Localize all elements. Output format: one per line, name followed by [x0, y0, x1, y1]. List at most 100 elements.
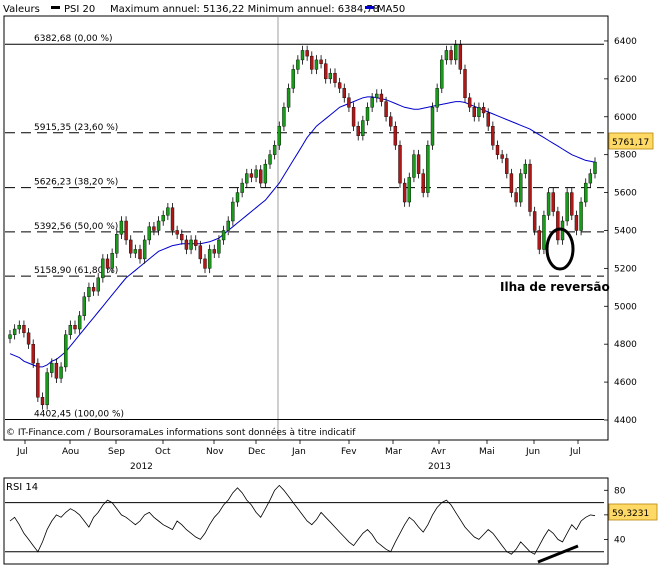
candle-body [556, 211, 560, 241]
candle-body [198, 245, 203, 260]
candle-body [77, 315, 82, 330]
candle-body [440, 59, 444, 89]
candle-body [249, 173, 254, 178]
candle-body [68, 325, 73, 335]
rsi-last-value-tag [608, 503, 658, 521]
candle-body [310, 55, 314, 70]
x-month-label: Mai [479, 447, 495, 457]
x-month-label: Aou [62, 447, 79, 457]
candle-body [22, 325, 26, 334]
candle-body [203, 258, 207, 269]
candle-body [472, 107, 476, 117]
candle-body [105, 258, 110, 269]
candle-body [110, 253, 114, 269]
candle-body [31, 343, 35, 364]
candle-body [528, 163, 532, 212]
candle-body [370, 97, 374, 108]
candle-body [59, 366, 63, 379]
candle-body [64, 334, 68, 368]
legend-ma50: MA50 [377, 4, 405, 15]
legend-ma50-swatch [365, 6, 374, 9]
candle-body [574, 215, 579, 231]
rsi-title: RSI 14 [6, 482, 38, 493]
y-tick-label: 5000 [614, 302, 637, 312]
candle-body [305, 50, 309, 57]
candle-body [142, 239, 147, 260]
candle-body [235, 192, 240, 203]
candlesticks [8, 40, 597, 410]
candle-body [221, 230, 226, 241]
candle-body [532, 211, 537, 231]
candle-body [454, 44, 458, 61]
candle-body [263, 163, 268, 184]
candle-body [402, 182, 407, 203]
candle-body [194, 239, 198, 246]
candle-body [537, 230, 541, 250]
candle-body [412, 154, 416, 178]
candle-body [435, 88, 439, 108]
candle-body [519, 173, 523, 203]
candle-body [379, 93, 384, 102]
x-month-label: Sep [108, 447, 125, 457]
x-month-label: Jan [291, 447, 306, 457]
candle-body [54, 362, 59, 379]
candle-body [115, 234, 119, 254]
candle-body [347, 97, 351, 108]
y-tick-label: 6200 [614, 75, 637, 85]
legend-label: Valeurs [3, 4, 40, 15]
candle-body [240, 182, 244, 193]
x-month-label: Jun [525, 447, 540, 457]
candle-body [351, 107, 356, 127]
candle-body [286, 88, 291, 108]
candle-body [542, 215, 546, 250]
legend-psi20: PSI 20 [64, 4, 95, 15]
candle-body [212, 249, 216, 254]
y-tick-label: 4800 [614, 340, 637, 350]
candle-body [361, 120, 365, 136]
candle-body [226, 220, 230, 231]
rsi-y-tick-label: 40 [614, 535, 626, 545]
rsi-panel-frame [3, 477, 609, 565]
candle-body [282, 107, 286, 127]
y-tick-label: 4600 [614, 378, 637, 388]
x-month-label: Nov [206, 447, 224, 457]
x-month-label: Jul [16, 447, 28, 457]
candle-body [138, 249, 142, 260]
candle-body [421, 173, 425, 193]
rsi-last-value-label: 59,3231 [612, 509, 649, 519]
candle-body [523, 163, 528, 174]
candle-body [467, 97, 472, 108]
candle-body [463, 69, 467, 99]
candle-body [87, 287, 91, 298]
candle-body [314, 59, 319, 70]
y-tick-label: 5600 [614, 189, 637, 199]
x-month-label: Oct [155, 447, 171, 457]
candle-body [514, 192, 518, 203]
candle-body [207, 249, 212, 269]
candle-body [328, 72, 333, 80]
candle-body [365, 107, 370, 121]
candle-body [156, 220, 161, 231]
candle-body [82, 296, 86, 316]
candle-body [407, 177, 411, 203]
candle-body [477, 107, 481, 117]
candle-body [449, 50, 453, 61]
candle-body [398, 144, 402, 184]
candle-body [300, 50, 305, 61]
fibonacci-levels: 6382,68 (0,00 %) 5915,35 (23,60 %) 5626,23… [5, 34, 604, 421]
y-tick-label: 5400 [614, 226, 637, 236]
y-axis: 4400 4600 4800 5000 5200 5400 5600 5800 6000 6200… [604, 37, 637, 426]
reversal-island-circle [545, 227, 575, 271]
candle-body [133, 249, 138, 254]
fib-level-label: 5158,90 (61,80 %) [34, 266, 118, 276]
candle-body [319, 59, 323, 64]
candle-body [416, 154, 421, 174]
candle-body [101, 258, 105, 279]
candle-body [96, 277, 100, 292]
candle-body [500, 154, 504, 159]
candle-body [481, 107, 486, 114]
y-tick-label: 5800 [614, 151, 637, 161]
candle-body [393, 126, 398, 146]
ma50-path [9, 96, 596, 368]
reversal-island-label: Ilha de reversão [500, 280, 610, 294]
